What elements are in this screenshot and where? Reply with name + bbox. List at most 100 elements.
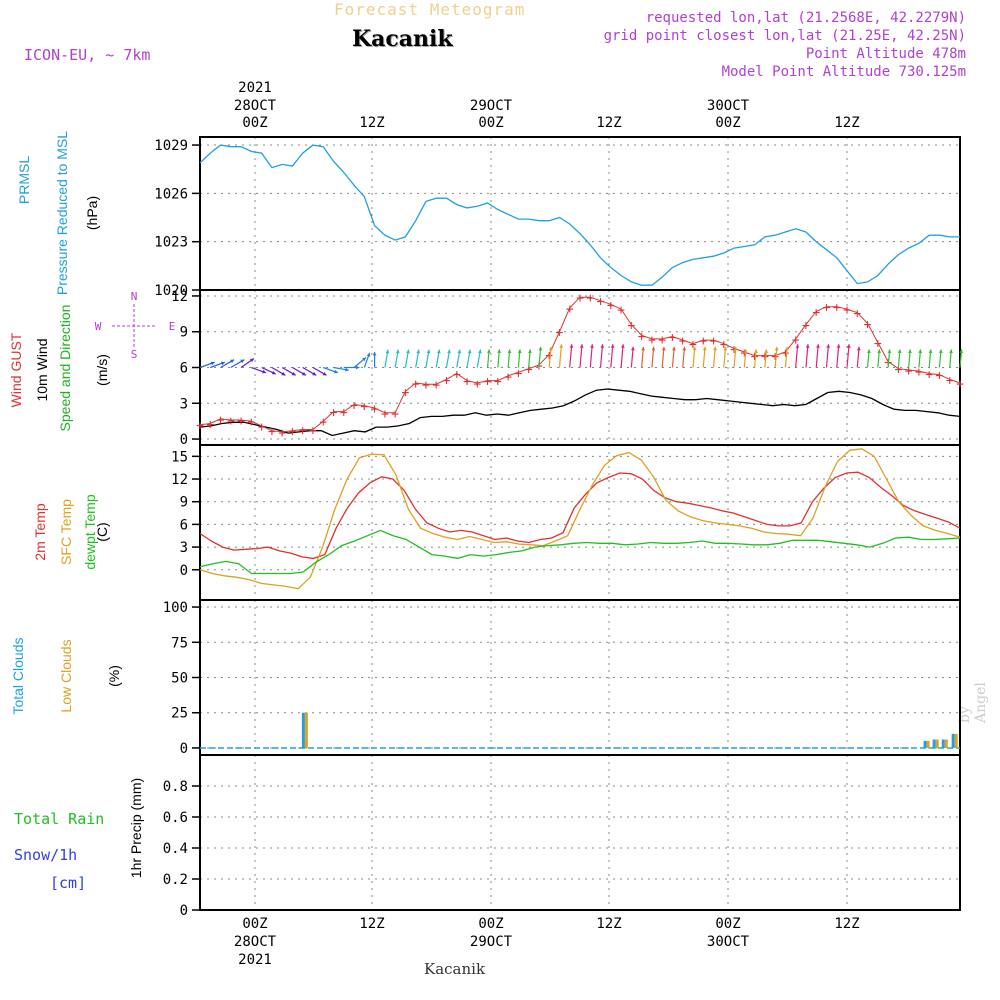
wind-arrow-head (517, 349, 522, 353)
low-cloud-bar (926, 740, 930, 748)
wind-arrow-head (416, 349, 421, 354)
wind-arrow-head (281, 371, 286, 376)
wind-arrow-head (805, 344, 810, 348)
panel-frame (199, 754, 961, 911)
wind-arrow-head (600, 344, 605, 348)
y-tick-label: 1026 (154, 186, 188, 202)
gust-marker: + (576, 291, 584, 306)
gust-marker: + (391, 407, 399, 422)
requested-coords: requested lon,lat (21.2568E, 42.2279N) (645, 10, 966, 26)
wind-direction-arrow (558, 344, 563, 368)
wind-arrow-head (322, 371, 327, 376)
wind-arrow-head (692, 346, 697, 351)
gust-marker: + (473, 377, 481, 392)
wind-arrow-head (497, 349, 501, 353)
wind-arrow-head (210, 361, 215, 366)
gust-marker: + (689, 338, 697, 353)
wind-arrow-head (528, 349, 532, 353)
wind-arrow-head (590, 344, 594, 348)
bottom-hour-label: 00Z (242, 916, 267, 932)
top-day-label: 29OCT (470, 98, 513, 114)
y-tick-label: 12 (171, 472, 188, 488)
wind-arrow-head (620, 344, 625, 348)
total-cloud-bar (951, 733, 955, 748)
bottom-hour-label: 00Z (715, 916, 740, 932)
wind-arrow-head (447, 349, 451, 354)
wind-arrow-head (610, 344, 615, 348)
bottom-year-label: 2021 (238, 952, 272, 968)
wind-arrow-head (240, 359, 245, 364)
wind-arrow-head (569, 344, 574, 348)
wind-arrow-head (366, 352, 371, 357)
gust-marker: + (946, 373, 954, 388)
total-cloud-bar (301, 712, 305, 748)
gust-marker: + (658, 333, 666, 348)
wind-arrow-head (291, 371, 296, 376)
y-tick-label: 3 (180, 396, 188, 412)
wind-arrow-head (486, 349, 491, 353)
low-cloud-bar (935, 739, 939, 748)
gust-marker: + (802, 319, 810, 334)
top-day-label: 30OCT (707, 98, 750, 114)
wind-10m-line (199, 388, 961, 437)
model-point-altitude: Model Point Altitude 730.125m (721, 64, 966, 80)
wind-arrow-head (651, 346, 656, 351)
gust-marker: + (371, 402, 379, 417)
forecast-meteogram-label: Forecast Meteogram (334, 0, 526, 19)
wind-gust-line (199, 296, 961, 433)
wind-arrow-head (262, 369, 266, 374)
wind-direction-arrow (836, 344, 840, 368)
total-cloud-bar (941, 739, 945, 748)
wind-direction-arrow (620, 344, 624, 368)
wind-arrow-head (866, 349, 871, 353)
temp-line-e0a020 (199, 448, 961, 590)
gust-marker: + (484, 375, 492, 390)
wind-arrow-head (333, 369, 338, 374)
wind-arrow-head (764, 349, 769, 353)
y-tick-label: 0.2 (163, 872, 188, 888)
gust-marker: + (812, 305, 820, 320)
low-cloud-bar (944, 739, 948, 748)
gust-marker: + (514, 366, 522, 381)
bottom-day-label: 29OCT (470, 934, 513, 950)
footer-station: Kacanik (424, 960, 486, 978)
top-hour-label: 12Z (359, 115, 384, 131)
wind-arrow-head (949, 349, 953, 353)
gust-marker: + (278, 426, 286, 441)
wind-arrow-head (774, 346, 779, 351)
top-hour-label: 12Z (596, 115, 621, 131)
wind-arrow-head (467, 349, 472, 354)
wind-direction-arrow (815, 344, 819, 368)
gust-marker: + (905, 364, 913, 379)
pressure-line (199, 144, 960, 286)
gust-marker: + (525, 363, 533, 378)
station-title: Kacanik (352, 26, 453, 52)
wind-arrow-head (785, 346, 789, 351)
wind-arrow-head (249, 358, 254, 363)
gust-marker: + (422, 378, 430, 393)
total-cloud-bar (932, 739, 936, 748)
gust-marker: + (894, 363, 902, 378)
gust-marker: + (607, 298, 615, 313)
wind-arrow-head (372, 351, 377, 356)
wind-arrow-head (856, 346, 861, 351)
snow-label: Snow/1h (14, 846, 78, 864)
y-tick-label: 0 (180, 432, 188, 448)
gust-marker: + (556, 326, 564, 341)
gust-marker: + (206, 418, 214, 433)
gust-marker: + (586, 291, 594, 306)
gust-marker: + (720, 338, 728, 353)
wind-arrow-head (507, 349, 512, 353)
gust-marker: + (853, 307, 861, 322)
gust-marker: + (494, 375, 502, 390)
wind-arrow-head (846, 344, 851, 348)
y-tick-label: 1023 (154, 235, 188, 251)
low-cloud-bar (954, 733, 958, 748)
gust-marker: + (771, 350, 779, 365)
grid-point-coords: grid point closest lon,lat (21.25E, 42.2… (603, 28, 966, 44)
gust-marker: + (761, 350, 769, 365)
wind-arrow-head (579, 344, 584, 348)
wind-direction-arrow (610, 344, 614, 368)
wind-arrow-head (559, 344, 564, 348)
y-tick-label: 15 (171, 449, 188, 465)
